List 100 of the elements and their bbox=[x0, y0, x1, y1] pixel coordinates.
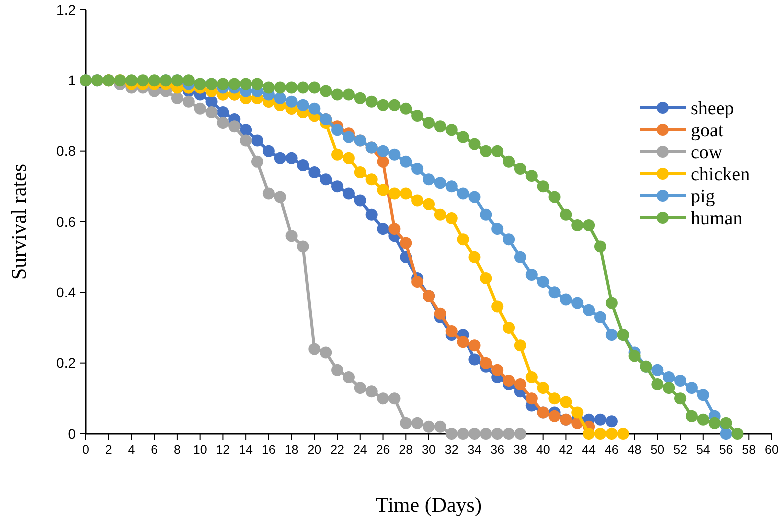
point bbox=[182, 74, 195, 87]
point bbox=[400, 237, 412, 250]
point bbox=[217, 117, 230, 130]
point bbox=[503, 322, 516, 334]
point bbox=[308, 166, 321, 179]
point bbox=[514, 163, 526, 175]
point bbox=[560, 208, 572, 221]
point bbox=[492, 364, 504, 376]
point bbox=[332, 148, 344, 161]
point bbox=[720, 428, 732, 440]
point bbox=[206, 96, 218, 108]
point bbox=[686, 410, 698, 422]
point bbox=[366, 174, 378, 186]
point bbox=[366, 386, 378, 398]
point bbox=[514, 340, 526, 352]
point bbox=[342, 188, 355, 200]
point bbox=[412, 417, 424, 430]
x-tick-label: 10 bbox=[193, 443, 208, 457]
x-tick-label: 38 bbox=[514, 443, 528, 457]
point bbox=[674, 375, 687, 387]
point bbox=[457, 188, 470, 200]
point bbox=[297, 159, 310, 172]
point bbox=[400, 156, 412, 168]
point bbox=[274, 82, 286, 94]
x-tick-label: 34 bbox=[468, 443, 482, 457]
x-tick-label: 50 bbox=[650, 443, 665, 457]
point bbox=[217, 106, 230, 118]
x-tick-label: 32 bbox=[444, 443, 459, 457]
y-tick-label: 1 bbox=[68, 72, 76, 89]
point bbox=[572, 220, 584, 232]
point bbox=[286, 96, 298, 108]
point bbox=[434, 177, 446, 190]
point bbox=[434, 420, 446, 433]
point bbox=[423, 174, 435, 186]
point bbox=[377, 184, 390, 196]
point bbox=[480, 357, 492, 370]
point bbox=[252, 78, 264, 90]
y-tick-label: 0 bbox=[68, 426, 76, 442]
point bbox=[137, 74, 150, 87]
x-tick-label: 4 bbox=[128, 443, 136, 457]
point bbox=[708, 417, 721, 430]
point bbox=[171, 92, 184, 104]
point bbox=[526, 371, 538, 384]
point bbox=[342, 152, 355, 164]
point bbox=[377, 145, 390, 158]
point bbox=[240, 78, 252, 90]
point bbox=[262, 145, 275, 158]
point bbox=[274, 92, 286, 104]
point bbox=[583, 220, 596, 232]
point bbox=[446, 124, 458, 136]
point bbox=[548, 410, 561, 422]
point bbox=[332, 88, 344, 101]
x-tick-label: 30 bbox=[422, 443, 436, 457]
point bbox=[308, 102, 321, 115]
point bbox=[446, 212, 458, 224]
x-tick-label: 60 bbox=[765, 443, 779, 457]
point bbox=[388, 392, 401, 405]
legend-label: goat bbox=[691, 120, 724, 142]
point bbox=[606, 297, 618, 310]
point bbox=[320, 174, 332, 186]
x-tick-label: 12 bbox=[216, 443, 230, 457]
x-tick-label: 0 bbox=[82, 443, 90, 457]
point bbox=[594, 240, 606, 253]
x-tick-label: 46 bbox=[604, 443, 619, 457]
x-tick-label: 18 bbox=[284, 443, 299, 457]
point bbox=[194, 102, 206, 115]
point bbox=[388, 99, 401, 112]
point bbox=[720, 417, 732, 430]
point bbox=[252, 156, 264, 168]
point bbox=[652, 378, 664, 391]
point bbox=[480, 145, 492, 158]
point bbox=[342, 88, 355, 101]
x-tick-label: 56 bbox=[719, 443, 734, 457]
point bbox=[308, 343, 321, 356]
point bbox=[468, 138, 481, 150]
y-tick-label: 0.4 bbox=[56, 284, 76, 301]
point bbox=[537, 180, 550, 193]
x-tick-label: 42 bbox=[559, 443, 574, 457]
point bbox=[697, 414, 710, 426]
x-tick-label: 2 bbox=[105, 443, 112, 457]
legend-label: sheep bbox=[691, 98, 734, 120]
point bbox=[320, 85, 332, 98]
point bbox=[423, 117, 435, 130]
point bbox=[366, 96, 378, 108]
point bbox=[240, 124, 252, 136]
point bbox=[332, 364, 344, 376]
point bbox=[572, 406, 584, 419]
point bbox=[400, 102, 412, 115]
point bbox=[468, 191, 481, 204]
x-tick-label: 14 bbox=[239, 443, 254, 457]
x-tick-label: 16 bbox=[262, 443, 276, 457]
x-tick-label: 22 bbox=[330, 443, 345, 457]
point bbox=[423, 198, 435, 210]
point bbox=[274, 191, 286, 204]
point bbox=[342, 371, 355, 384]
point bbox=[446, 180, 458, 193]
point bbox=[388, 188, 401, 200]
point bbox=[503, 156, 516, 168]
point bbox=[537, 382, 550, 394]
point bbox=[468, 354, 481, 366]
